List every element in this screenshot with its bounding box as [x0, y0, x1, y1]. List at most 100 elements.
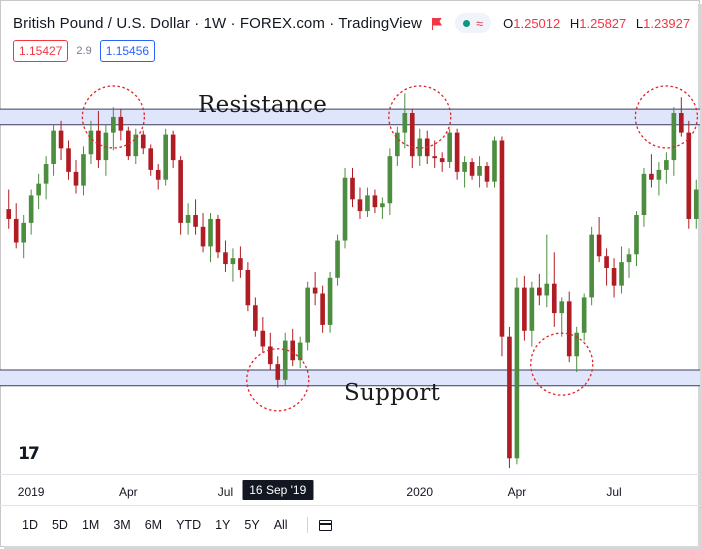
frame-shadow-bottom — [4, 546, 702, 549]
candle — [447, 128, 452, 168]
time-axis-label: 2020 — [406, 485, 434, 499]
candle-body — [111, 116, 116, 133]
resistance-zone — [0, 109, 700, 125]
candle — [387, 148, 393, 216]
candle-body — [178, 160, 183, 223]
candle — [477, 156, 482, 188]
candle-body — [671, 113, 677, 161]
range-5y-button[interactable]: 5Y — [244, 518, 260, 532]
buy-price-button[interactable]: 1.15456 — [99, 40, 156, 62]
candle-body — [574, 332, 580, 357]
range-3m-button[interactable]: 3M — [113, 518, 131, 532]
candle — [148, 144, 154, 176]
range-all-button[interactable]: All — [273, 518, 288, 532]
candle-body — [447, 132, 452, 163]
ohlc-low-key: L — [635, 15, 644, 31]
candle — [484, 162, 490, 188]
candle — [28, 189, 34, 235]
candle-body — [215, 218, 221, 253]
candle — [297, 336, 303, 369]
candle-body — [544, 283, 550, 296]
candle-body — [133, 134, 139, 157]
candle — [140, 130, 146, 155]
candlestick-chart[interactable] — [0, 0, 700, 474]
candle — [312, 271, 318, 306]
support-zone — [0, 370, 700, 386]
symbol-title[interactable]: British Pound / U.S. Dollar · 1W · FOREX… — [13, 14, 422, 32]
candle-body — [656, 169, 662, 180]
candle — [522, 275, 527, 341]
ohlc-open-value: 1.25012 — [513, 15, 561, 31]
candle-body — [634, 215, 639, 255]
range-6m-button[interactable]: 6M — [144, 518, 163, 532]
candle-body — [365, 195, 370, 212]
candle-body — [462, 162, 467, 172]
candle — [432, 140, 438, 168]
candle — [282, 332, 288, 386]
candle-body — [372, 195, 378, 208]
candle-body — [649, 173, 654, 180]
candle — [170, 130, 176, 168]
candle-body — [387, 156, 393, 204]
candle-body — [409, 113, 415, 157]
tradingview-logo[interactable]: 17 — [18, 444, 40, 464]
crosshair-date-label: 16 Sep '19 — [242, 480, 314, 500]
range-1y-button[interactable]: 1Y — [215, 518, 231, 532]
range-1m-button[interactable]: 1M — [81, 518, 100, 532]
time-axis-label: Apr — [118, 485, 138, 499]
time-axis[interactable]: 2019 Apr Jul 16 Sep '19 2020 Apr Jul — [0, 474, 700, 505]
candle — [73, 160, 79, 194]
range-1d-button[interactable]: 1D — [22, 518, 38, 532]
candle — [178, 156, 183, 235]
time-axis-label: Jul — [606, 485, 622, 499]
candle-body — [253, 305, 258, 331]
candle-body — [312, 287, 318, 294]
candle-body — [492, 140, 497, 182]
candle — [215, 215, 221, 259]
candle — [634, 211, 639, 267]
candle-body — [350, 177, 355, 200]
goto-date-calendar-icon[interactable] — [318, 517, 334, 533]
candle-body — [230, 258, 236, 265]
candle — [133, 128, 139, 165]
highlight-circle — [81, 85, 146, 149]
candle-body — [566, 301, 572, 357]
range-ytd-button[interactable]: YTD — [176, 518, 202, 532]
candle — [574, 326, 580, 372]
candle — [21, 215, 26, 259]
candle-body — [36, 183, 41, 196]
sell-price-button[interactable]: 1.15427 — [13, 40, 69, 62]
candle-body — [155, 169, 161, 180]
candle-body — [619, 262, 624, 286]
candle-body — [88, 130, 94, 155]
range-5d-button[interactable]: 5D — [51, 518, 68, 532]
candle-body — [499, 140, 505, 337]
candle — [679, 97, 684, 137]
candle — [13, 203, 19, 249]
ohlc-high-key: H — [569, 15, 580, 31]
candle — [439, 152, 445, 172]
candle — [372, 189, 378, 214]
candle-body — [380, 203, 385, 208]
market-status-pill[interactable]: ≈ — [454, 13, 492, 33]
candle-body — [581, 297, 587, 333]
candle-body — [507, 336, 512, 459]
candle — [163, 128, 168, 186]
frame-shadow-right — [698, 4, 702, 549]
ohlc-low-value: 1.23927 — [643, 15, 691, 31]
candle-body — [185, 215, 191, 223]
candle-body — [664, 160, 669, 170]
candle — [529, 281, 535, 347]
flag-icon[interactable] — [431, 17, 443, 30]
candle-body — [28, 195, 34, 223]
highlight-layer — [81, 85, 699, 412]
quote-row: 1.15427 2.9 1.15456 — [13, 40, 156, 62]
candle-body — [238, 258, 243, 270]
candle-body — [559, 301, 565, 314]
candle-body — [96, 130, 101, 161]
candle-body — [357, 199, 363, 212]
candle — [305, 281, 310, 351]
candle-body — [679, 113, 684, 133]
candle-body — [290, 340, 296, 361]
